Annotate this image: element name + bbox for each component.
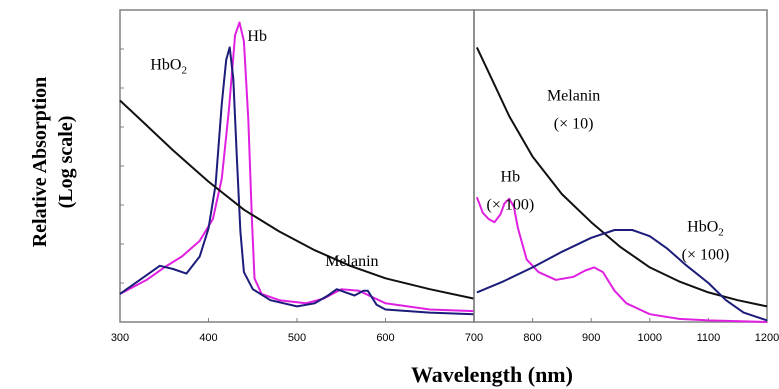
subscript: 2	[718, 227, 724, 239]
x-tick-label: 1100	[697, 332, 721, 344]
series-label-hbo2: HbO2	[150, 56, 187, 76]
series-label-hb: Hb	[247, 28, 267, 45]
series-hb-line	[475, 196, 768, 323]
x-tick-label: 300	[111, 332, 129, 344]
series-melanin-line	[119, 99, 475, 300]
x-tick-label: 600	[376, 332, 394, 344]
series-label-hb: Hb	[501, 169, 521, 186]
series-label-melanin: Melanin	[325, 253, 378, 270]
series-label-melanin: (× 10)	[554, 116, 594, 133]
x-tick-label: 500	[288, 332, 306, 344]
x-tick-label: 900	[582, 332, 600, 344]
x-axis-title: Wavelength (nm)	[411, 362, 573, 387]
x-tick-label: 1000	[638, 332, 662, 344]
series-melanin-line	[475, 46, 768, 308]
y-axis-title: Relative Absorption (Log scale)	[29, 77, 77, 248]
series-hbo2-line	[476, 229, 768, 322]
series-label-melanin: Melanin	[547, 87, 600, 104]
series-label-hbo2: (× 100)	[682, 247, 730, 264]
subscript: 2	[181, 64, 187, 76]
series-hbo2-line	[119, 46, 475, 316]
x-tick-label: 800	[523, 332, 541, 344]
series-label-hb: (× 100)	[486, 197, 534, 214]
series-label-hbo2: HbO2	[687, 219, 724, 239]
y-axis-title-line-1: Relative Absorption	[29, 77, 51, 248]
panel-1: 300 400 500 600 700 HbO2 Hb Melanin	[111, 9, 483, 344]
panel-2-frame	[473, 9, 768, 323]
x-tick-label: 1200	[755, 332, 779, 344]
y-axis-title-line-2: (Log scale)	[55, 116, 77, 209]
plot-area: 300 400 500 600 700 HbO2 Hb Melanin 800 900 1000 11…	[111, 9, 779, 344]
panel-2: 800 900 1000 1100 1200 Melanin (× 10) Hb (× 100)…	[473, 9, 779, 344]
x-tick-label: 400	[199, 332, 217, 344]
x-tick-label: 700	[465, 332, 483, 344]
